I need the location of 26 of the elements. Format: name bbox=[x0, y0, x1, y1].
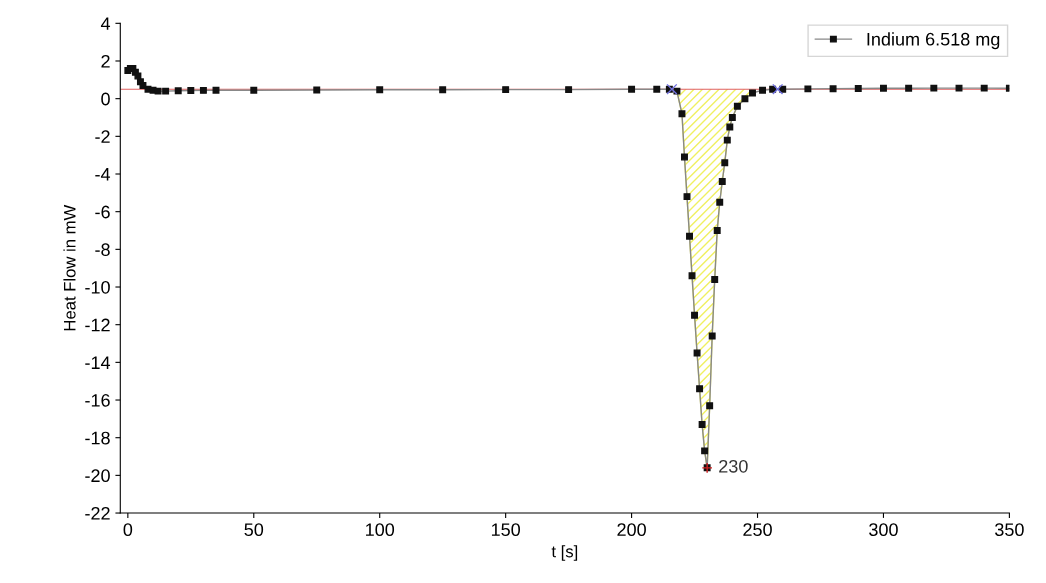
x-tick-label: 150 bbox=[491, 523, 521, 537]
x-tick-label: 100 bbox=[366, 523, 395, 537]
y-tick-label: 4 bbox=[100, 17, 111, 30]
y-tick-label: -4 bbox=[95, 168, 111, 181]
x-tick-label: 200 bbox=[617, 523, 646, 537]
x-tick-label: 0 bbox=[123, 523, 133, 537]
x-tick-label: 50 bbox=[244, 523, 264, 537]
legend-label: Indium 6.518 mg bbox=[867, 32, 1000, 50]
y-tick-label: -20 bbox=[85, 469, 110, 483]
y-tick-label: -8 bbox=[95, 243, 110, 257]
y-tick-label: -18 bbox=[85, 431, 110, 445]
y-tick-label: 2 bbox=[101, 54, 110, 68]
x-tick-label: 300 bbox=[869, 523, 898, 537]
x-tick-label: 250 bbox=[743, 523, 772, 537]
y-axis-title: Heat Flow in mW bbox=[63, 204, 76, 331]
y-tick-label: -16 bbox=[85, 393, 110, 407]
y-tick-label: 0 bbox=[101, 92, 110, 106]
y-tick-label: -22 bbox=[85, 506, 110, 520]
x-tick-label: 350 bbox=[995, 523, 1024, 537]
y-tick-label: -14 bbox=[85, 356, 111, 369]
y-tick-label: -2 bbox=[95, 130, 110, 143]
y-tick-label: -12 bbox=[85, 318, 110, 332]
y-tick-label: -6 bbox=[95, 205, 110, 219]
y-tick-label: -10 bbox=[85, 280, 110, 294]
x-axis-title: t [s] bbox=[551, 545, 578, 561]
annotation: 230 bbox=[719, 459, 748, 473]
